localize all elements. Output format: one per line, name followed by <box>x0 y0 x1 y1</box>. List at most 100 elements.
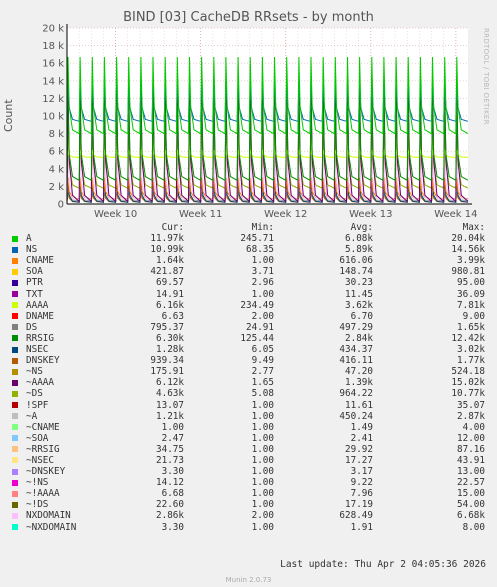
legend-row: RRSIG 6.30k 125.44 2.84k 12.42k <box>12 333 488 344</box>
legend-avg: 17.27 <box>345 454 373 466</box>
legend-row: NXDOMAIN 2.86k 2.00 628.49 6.68k <box>12 510 488 521</box>
legend-cur: 6.16k <box>156 299 184 311</box>
legend-cur: 1.64k <box>156 255 184 267</box>
legend-cur: 4.63k <box>156 388 184 400</box>
legend-header-max: Max: <box>462 222 485 233</box>
legend-swatch <box>12 346 18 353</box>
legend-max: 15.00 <box>457 488 485 500</box>
legend-swatch <box>12 468 18 475</box>
legend-rows: A 11.97k 245.71 6.08k 20.04k NS 10.99k 68.35 5.8… <box>12 233 488 533</box>
legend-row: NS 10.99k 68.35 5.89k 14.56k <box>12 244 488 255</box>
legend-header-min: Min: <box>251 222 274 233</box>
legend-max: 524.18 <box>451 366 485 378</box>
legend-min: 234.49 <box>240 299 274 311</box>
legend-min: 1.65 <box>251 377 274 389</box>
series-line <box>66 151 469 201</box>
legend-avg: 416.11 <box>339 355 373 367</box>
y-tick-label: 6 k <box>49 147 65 158</box>
legend-row: SOA 421.87 3.71 148.74 980.81 <box>12 266 488 277</box>
series-line <box>66 105 469 181</box>
legend-max: 13.00 <box>457 466 485 478</box>
legend-avg: 11.61 <box>345 399 373 411</box>
legend-min: 3.71 <box>251 266 274 278</box>
legend-swatch <box>12 302 18 309</box>
legend-row: ~A 1.21k 1.00 450.24 2.87k <box>12 411 488 422</box>
x-tick-label: Week 14 <box>434 209 477 220</box>
legend-header: Cur: Min: Avg: Max: <box>12 222 488 233</box>
legend-series-name: PTR <box>26 277 43 289</box>
legend-avg: 5.89k <box>345 244 373 256</box>
legend-series-name: DNAME <box>26 310 54 322</box>
legend-max: 22.57 <box>457 477 485 489</box>
legend-swatch <box>12 413 18 420</box>
legend-cur: 6.12k <box>156 377 184 389</box>
legend: Cur: Min: Avg: Max: A 11.97k 245.71 6.08k 20… <box>12 222 488 533</box>
series-lines <box>66 56 469 203</box>
legend-series-name: ~RRSIG <box>26 443 60 455</box>
legend-header-cur: Cur: <box>161 222 184 233</box>
legend-row: DS 795.37 24.91 497.29 1.65k <box>12 322 488 333</box>
legend-row: ~AAAA 6.12k 1.65 1.39k 15.02k <box>12 377 488 388</box>
legend-avg: 30.23 <box>345 277 373 289</box>
legend-min: 1.00 <box>251 421 274 433</box>
legend-max: 9.00 <box>462 310 485 322</box>
legend-min: 24.91 <box>246 321 274 333</box>
legend-series-name: SOA <box>26 266 43 278</box>
legend-row: DNSKEY 939.34 9.49 416.11 1.77k <box>12 355 488 366</box>
legend-cur: 3.30 <box>161 521 184 533</box>
legend-max: 7.81k <box>457 299 485 311</box>
legend-swatch <box>12 335 18 342</box>
legend-min: 1.00 <box>251 443 274 455</box>
legend-min: 2.00 <box>251 510 274 522</box>
legend-swatch <box>12 435 18 442</box>
legend-min: 1.00 <box>251 499 274 511</box>
legend-min: 2.77 <box>251 366 274 378</box>
y-tick-label: 12 k <box>42 94 64 105</box>
legend-max: 36.09 <box>457 288 485 300</box>
last-update: Last update: Thu Apr 2 04:05:36 2026 <box>280 559 486 570</box>
legend-series-name: ~!AAAA <box>26 488 60 500</box>
legend-max: 2.87k <box>457 410 485 422</box>
legend-swatch <box>12 291 18 298</box>
legend-cur: 69.57 <box>156 277 184 289</box>
legend-swatch <box>12 457 18 464</box>
legend-cur: 939.34 <box>150 355 184 367</box>
chart-title: BIND [03] CacheDB RRsets - by month <box>123 10 374 25</box>
legend-series-name: !SPF <box>26 399 49 411</box>
tick-labels: 0 2 k 4 k 6 k 8 k 10 k 12 k 14 k 16 k 18 k 20 k Wee… <box>42 24 477 221</box>
legend-row: ~SOA 2.47 1.00 2.41 12.00 <box>12 433 488 444</box>
legend-swatch <box>12 402 18 408</box>
legend-series-name: AAAA <box>26 299 49 311</box>
legend-cur: 13.07 <box>156 399 184 411</box>
legend-max: 12.00 <box>457 432 485 444</box>
legend-series-name: ~NS <box>26 366 43 378</box>
rrdtool-credit: RRDTOOL / TOBI OETIKER <box>482 28 490 125</box>
legend-avg: 47.20 <box>345 366 373 378</box>
legend-series-name: DNSKEY <box>26 355 60 367</box>
legend-cur: 11.97k <box>150 233 184 245</box>
legend-max: 14.56k <box>451 244 485 256</box>
legend-cur: 2.47 <box>161 432 184 444</box>
legend-series-name: ~AAAA <box>26 377 54 389</box>
legend-row: ~DNSKEY 3.30 1.00 3.17 13.00 <box>12 466 488 477</box>
legend-avg: 1.91 <box>350 521 373 533</box>
legend-min: 1.00 <box>251 288 274 300</box>
axes <box>66 24 472 205</box>
legend-min: 1.00 <box>251 454 274 466</box>
legend-swatch <box>12 424 18 431</box>
legend-max: 1.65k <box>457 321 485 333</box>
legend-row: DNAME 6.63 2.00 6.70 9.00 <box>12 311 488 322</box>
legend-cur: 1.28k <box>156 344 184 356</box>
legend-avg: 9.22 <box>350 477 373 489</box>
legend-series-name: NSEC <box>26 344 49 356</box>
legend-cur: 175.91 <box>150 366 184 378</box>
legend-header-avg: Avg: <box>350 222 373 233</box>
legend-cur: 14.12 <box>156 477 184 489</box>
legend-cur: 6.68 <box>161 488 184 500</box>
legend-row: ~!DS 22.60 1.00 17.19 54.00 <box>12 499 488 510</box>
legend-swatch <box>12 257 18 264</box>
legend-swatch <box>12 479 18 486</box>
y-tick-label: 0 <box>58 200 64 211</box>
legend-max: 10.77k <box>451 388 485 400</box>
y-tick-label: 8 k <box>49 129 65 140</box>
